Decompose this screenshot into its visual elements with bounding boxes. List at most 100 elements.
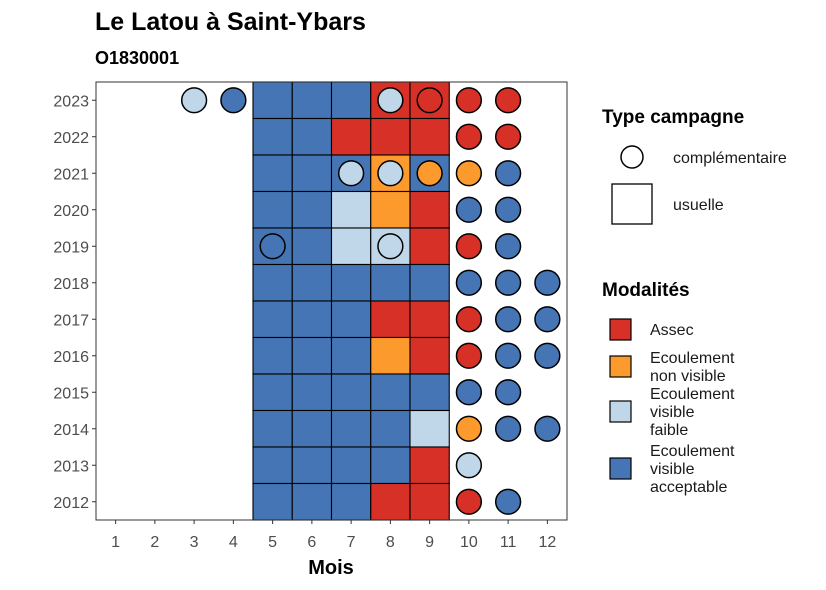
tile-usuelle-2012-8 bbox=[370, 482, 411, 521]
point-complementaire-2019-10 bbox=[455, 233, 483, 260]
legend-label-assec: Assec bbox=[650, 322, 694, 339]
tile-usuelle-2017-8 bbox=[370, 300, 411, 339]
y-tick-label-2017: 2017 bbox=[53, 312, 89, 329]
y-tick-label-2020: 2020 bbox=[53, 203, 89, 220]
x-tick-label-7: 7 bbox=[347, 534, 356, 551]
x-tick-label-6: 6 bbox=[307, 534, 316, 551]
x-tick-label-2: 2 bbox=[150, 534, 159, 551]
legend-key-nonvisible bbox=[609, 355, 632, 378]
point-complementaire-2014-11 bbox=[494, 415, 522, 442]
point-complementaire-2022-10 bbox=[455, 123, 483, 150]
y-tick-label-2023: 2023 bbox=[53, 93, 89, 110]
tile-usuelle-2014-8 bbox=[370, 409, 411, 448]
tile-usuelle-2021-5 bbox=[252, 154, 293, 193]
x-tick-label-9: 9 bbox=[425, 534, 434, 551]
plot-panel bbox=[95, 81, 568, 521]
tile-usuelle-2016-6 bbox=[291, 336, 333, 375]
point-complementaire-2023-4 bbox=[220, 87, 247, 114]
x-tick-label-8: 8 bbox=[386, 534, 395, 551]
tile-usuelle-2018-5 bbox=[252, 263, 293, 302]
point-complementaire-2016-12 bbox=[534, 342, 561, 369]
legend-key-complementaire bbox=[620, 145, 644, 169]
tile-usuelle-2019-7 bbox=[330, 227, 372, 266]
point-complementaire-2017-11 bbox=[494, 306, 522, 333]
tile-usuelle-2015-6 bbox=[291, 373, 333, 412]
tile-usuelle-2013-7 bbox=[330, 446, 372, 485]
x-tick-label-5: 5 bbox=[268, 534, 277, 551]
tile-usuelle-2022-6 bbox=[291, 117, 333, 156]
chart-subtitle: O1830001 bbox=[95, 48, 179, 68]
tile-usuelle-2019-6 bbox=[291, 227, 333, 266]
tile-usuelle-2015-9 bbox=[409, 373, 450, 412]
tile-usuelle-2023-6 bbox=[291, 81, 333, 120]
tile-usuelle-2022-5 bbox=[252, 117, 293, 156]
tile-usuelle-2015-5 bbox=[252, 373, 293, 412]
y-tick-label-2014: 2014 bbox=[53, 422, 89, 439]
point-complementaire-2017-10 bbox=[455, 306, 483, 333]
tile-usuelle-2022-8 bbox=[370, 117, 411, 156]
legend-key-usuelle bbox=[611, 183, 653, 225]
tile-usuelle-2013-6 bbox=[291, 446, 333, 485]
point-complementaire-2021-11 bbox=[494, 160, 522, 187]
legend-label-faible: Ecoulement visible faible bbox=[650, 386, 735, 439]
x-tick-label-11: 11 bbox=[500, 534, 517, 551]
y-tick-label-2019: 2019 bbox=[53, 239, 89, 256]
tile-usuelle-2013-9 bbox=[409, 446, 450, 485]
tile-usuelle-2015-7 bbox=[330, 373, 372, 412]
tile-usuelle-2023-5 bbox=[252, 81, 293, 120]
tile-usuelle-2012-6 bbox=[291, 482, 333, 521]
tile-usuelle-2018-9 bbox=[409, 263, 450, 302]
legend-label-nonvisible: Ecoulement non visible bbox=[650, 350, 735, 385]
tile-usuelle-2018-8 bbox=[370, 263, 411, 302]
tile-usuelle-2013-8 bbox=[370, 446, 411, 485]
tile-usuelle-2014-7 bbox=[330, 409, 372, 448]
y-axis: 2023 2022 2021 2020 2019 2018 2017 2016 2015 2014… bbox=[53, 93, 96, 512]
point-complementaire-2021-8 bbox=[377, 160, 404, 187]
point-complementaire-2019-8 bbox=[377, 233, 404, 260]
y-tick-label-2021: 2021 bbox=[53, 166, 89, 183]
tile-usuelle-2012-7 bbox=[330, 482, 372, 521]
point-complementaire-2018-11 bbox=[494, 269, 522, 296]
tile-usuelle-2017-6 bbox=[291, 300, 333, 339]
y-tick-label-2015: 2015 bbox=[53, 385, 89, 402]
legend-type-campagne: Type campagne complémentaire usuelle bbox=[602, 107, 787, 225]
point-complementaire-2012-10 bbox=[455, 488, 483, 515]
tile-usuelle-2023-7 bbox=[330, 81, 372, 120]
tile-usuelle-2020-5 bbox=[252, 190, 293, 229]
tile-usuelle-2014-9 bbox=[409, 409, 450, 448]
point-complementaire-2020-10 bbox=[455, 196, 483, 223]
tile-usuelle-2019-9 bbox=[409, 227, 450, 266]
tile-usuelle-2017-5 bbox=[252, 300, 293, 339]
tile-usuelle-2015-8 bbox=[370, 373, 411, 412]
tile-usuelle-2016-9 bbox=[409, 336, 450, 375]
point-complementaire-2023-9 bbox=[416, 87, 443, 114]
y-tick-label-2012: 2012 bbox=[53, 495, 89, 512]
legend-label-usuelle: usuelle bbox=[673, 197, 724, 214]
tile-usuelle-2017-9 bbox=[409, 300, 450, 339]
point-complementaire-2018-12 bbox=[534, 269, 561, 296]
tile-usuelle-2022-7 bbox=[330, 117, 372, 156]
tile-usuelle-2022-9 bbox=[409, 117, 450, 156]
tile-usuelle-2020-8 bbox=[370, 190, 411, 229]
point-complementaire-2017-12 bbox=[534, 306, 561, 333]
x-tick-label-1: 1 bbox=[111, 534, 120, 551]
tile-usuelle-2020-9 bbox=[409, 190, 450, 229]
point-complementaire-2020-11 bbox=[494, 196, 522, 223]
point-complementaire-2023-8 bbox=[377, 87, 404, 114]
point-complementaire-2013-10 bbox=[455, 452, 483, 479]
tile-usuelle-2013-5 bbox=[252, 446, 293, 485]
point-complementaire-2023-3 bbox=[180, 87, 208, 114]
y-tick-label-2018: 2018 bbox=[53, 276, 89, 293]
tile-usuelle-2016-7 bbox=[330, 336, 372, 375]
point-complementaire-2023-11 bbox=[494, 87, 522, 114]
y-tick-label-2016: 2016 bbox=[53, 349, 89, 366]
tile-usuelle-2021-6 bbox=[291, 154, 333, 193]
point-complementaire-2016-11 bbox=[494, 342, 522, 369]
tile-usuelle-2018-7 bbox=[330, 263, 372, 302]
legend-key-assec bbox=[609, 318, 632, 341]
tile-usuelle-2018-6 bbox=[291, 263, 333, 302]
point-complementaire-2021-7 bbox=[337, 160, 365, 187]
point-complementaire-2019-11 bbox=[494, 233, 522, 260]
point-complementaire-2015-11 bbox=[494, 379, 522, 406]
